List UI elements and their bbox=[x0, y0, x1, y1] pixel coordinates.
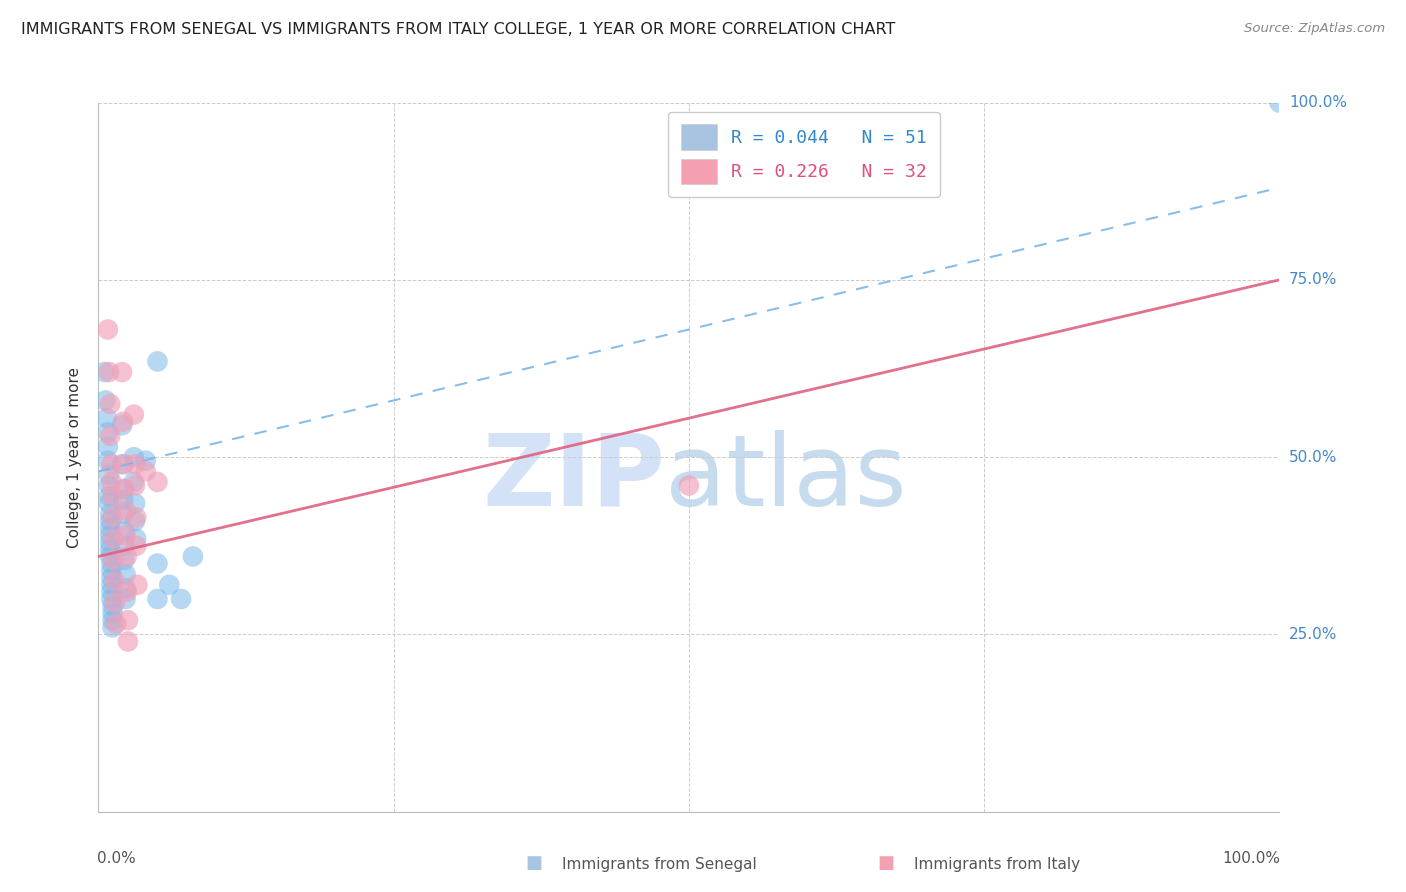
Point bbox=[101, 599, 124, 613]
Point bbox=[103, 553, 125, 567]
Point bbox=[146, 354, 169, 368]
Point bbox=[100, 475, 122, 489]
Point bbox=[98, 397, 121, 411]
Point bbox=[157, 578, 180, 592]
Point bbox=[100, 571, 122, 585]
Point bbox=[124, 478, 146, 492]
Point bbox=[112, 482, 135, 496]
Text: ZIP: ZIP bbox=[482, 430, 665, 527]
Point bbox=[112, 415, 135, 429]
Point bbox=[101, 620, 124, 634]
Text: 25.0%: 25.0% bbox=[1289, 627, 1337, 642]
Point bbox=[98, 429, 121, 443]
Point bbox=[1268, 95, 1291, 110]
Point bbox=[97, 425, 120, 440]
Point bbox=[100, 564, 122, 578]
Point bbox=[98, 365, 121, 379]
Text: 100.0%: 100.0% bbox=[1289, 95, 1347, 110]
Point bbox=[125, 539, 148, 553]
Point bbox=[112, 457, 135, 471]
Point bbox=[112, 553, 135, 567]
Text: ■: ■ bbox=[526, 855, 543, 872]
Point bbox=[101, 489, 124, 503]
Point bbox=[104, 574, 127, 589]
Text: 50.0%: 50.0% bbox=[1289, 450, 1337, 465]
Point bbox=[98, 514, 121, 528]
Point bbox=[104, 595, 127, 609]
Text: Source: ZipAtlas.com: Source: ZipAtlas.com bbox=[1244, 22, 1385, 36]
Point bbox=[114, 503, 136, 517]
Point bbox=[122, 475, 145, 489]
Point bbox=[97, 453, 120, 467]
Point bbox=[678, 478, 700, 492]
Point bbox=[101, 613, 124, 627]
Point bbox=[135, 464, 157, 478]
Point bbox=[98, 535, 121, 549]
Y-axis label: College, 1 year or more: College, 1 year or more bbox=[67, 367, 83, 548]
Point bbox=[146, 475, 169, 489]
Point bbox=[100, 457, 122, 471]
Point bbox=[111, 418, 134, 433]
Point bbox=[146, 557, 169, 571]
Point bbox=[115, 549, 138, 564]
Point bbox=[114, 582, 136, 596]
Point bbox=[125, 510, 148, 524]
Point bbox=[101, 606, 124, 620]
Point bbox=[114, 567, 136, 582]
Point bbox=[146, 592, 169, 607]
Point bbox=[111, 457, 134, 471]
Point bbox=[100, 592, 122, 607]
Point bbox=[114, 528, 136, 542]
Point bbox=[124, 457, 146, 471]
Point bbox=[103, 532, 125, 546]
Point bbox=[117, 634, 139, 648]
Text: Immigrants from Senegal: Immigrants from Senegal bbox=[562, 857, 758, 872]
Point bbox=[98, 521, 121, 535]
Text: 0.0%: 0.0% bbox=[97, 851, 136, 866]
Point bbox=[127, 578, 149, 592]
Text: ■: ■ bbox=[877, 855, 894, 872]
Point bbox=[112, 539, 135, 553]
Point bbox=[98, 496, 121, 510]
Point bbox=[122, 450, 145, 465]
Point bbox=[98, 467, 121, 482]
Point bbox=[101, 510, 124, 524]
Point bbox=[124, 496, 146, 510]
Point bbox=[181, 549, 204, 564]
Point bbox=[98, 542, 121, 557]
Point bbox=[94, 393, 117, 408]
Point bbox=[112, 524, 135, 539]
Point bbox=[115, 585, 138, 599]
Point bbox=[100, 585, 122, 599]
Text: atlas: atlas bbox=[665, 430, 907, 527]
Point bbox=[124, 514, 146, 528]
Legend: R = 0.044   N = 51, R = 0.226   N = 32: R = 0.044 N = 51, R = 0.226 N = 32 bbox=[668, 112, 939, 197]
Point bbox=[98, 507, 121, 521]
Point bbox=[125, 532, 148, 546]
Text: 75.0%: 75.0% bbox=[1289, 272, 1337, 287]
Point bbox=[114, 592, 136, 607]
Point bbox=[96, 411, 118, 425]
Point bbox=[97, 322, 120, 336]
Point bbox=[111, 365, 134, 379]
Point bbox=[97, 440, 120, 454]
Point bbox=[135, 453, 157, 467]
Point bbox=[122, 408, 145, 422]
Point bbox=[117, 613, 139, 627]
Point bbox=[98, 489, 121, 503]
Point bbox=[112, 482, 135, 496]
Text: 100.0%: 100.0% bbox=[1223, 851, 1281, 866]
Point bbox=[98, 549, 121, 564]
Point bbox=[98, 528, 121, 542]
Point bbox=[112, 492, 135, 507]
Point bbox=[170, 592, 193, 607]
Point bbox=[100, 578, 122, 592]
Point bbox=[100, 557, 122, 571]
Point bbox=[112, 507, 135, 521]
Point bbox=[93, 365, 115, 379]
Text: Immigrants from Italy: Immigrants from Italy bbox=[914, 857, 1080, 872]
Point bbox=[105, 616, 128, 631]
Point bbox=[98, 478, 121, 492]
Text: IMMIGRANTS FROM SENEGAL VS IMMIGRANTS FROM ITALY COLLEGE, 1 YEAR OR MORE CORRELA: IMMIGRANTS FROM SENEGAL VS IMMIGRANTS FR… bbox=[21, 22, 896, 37]
